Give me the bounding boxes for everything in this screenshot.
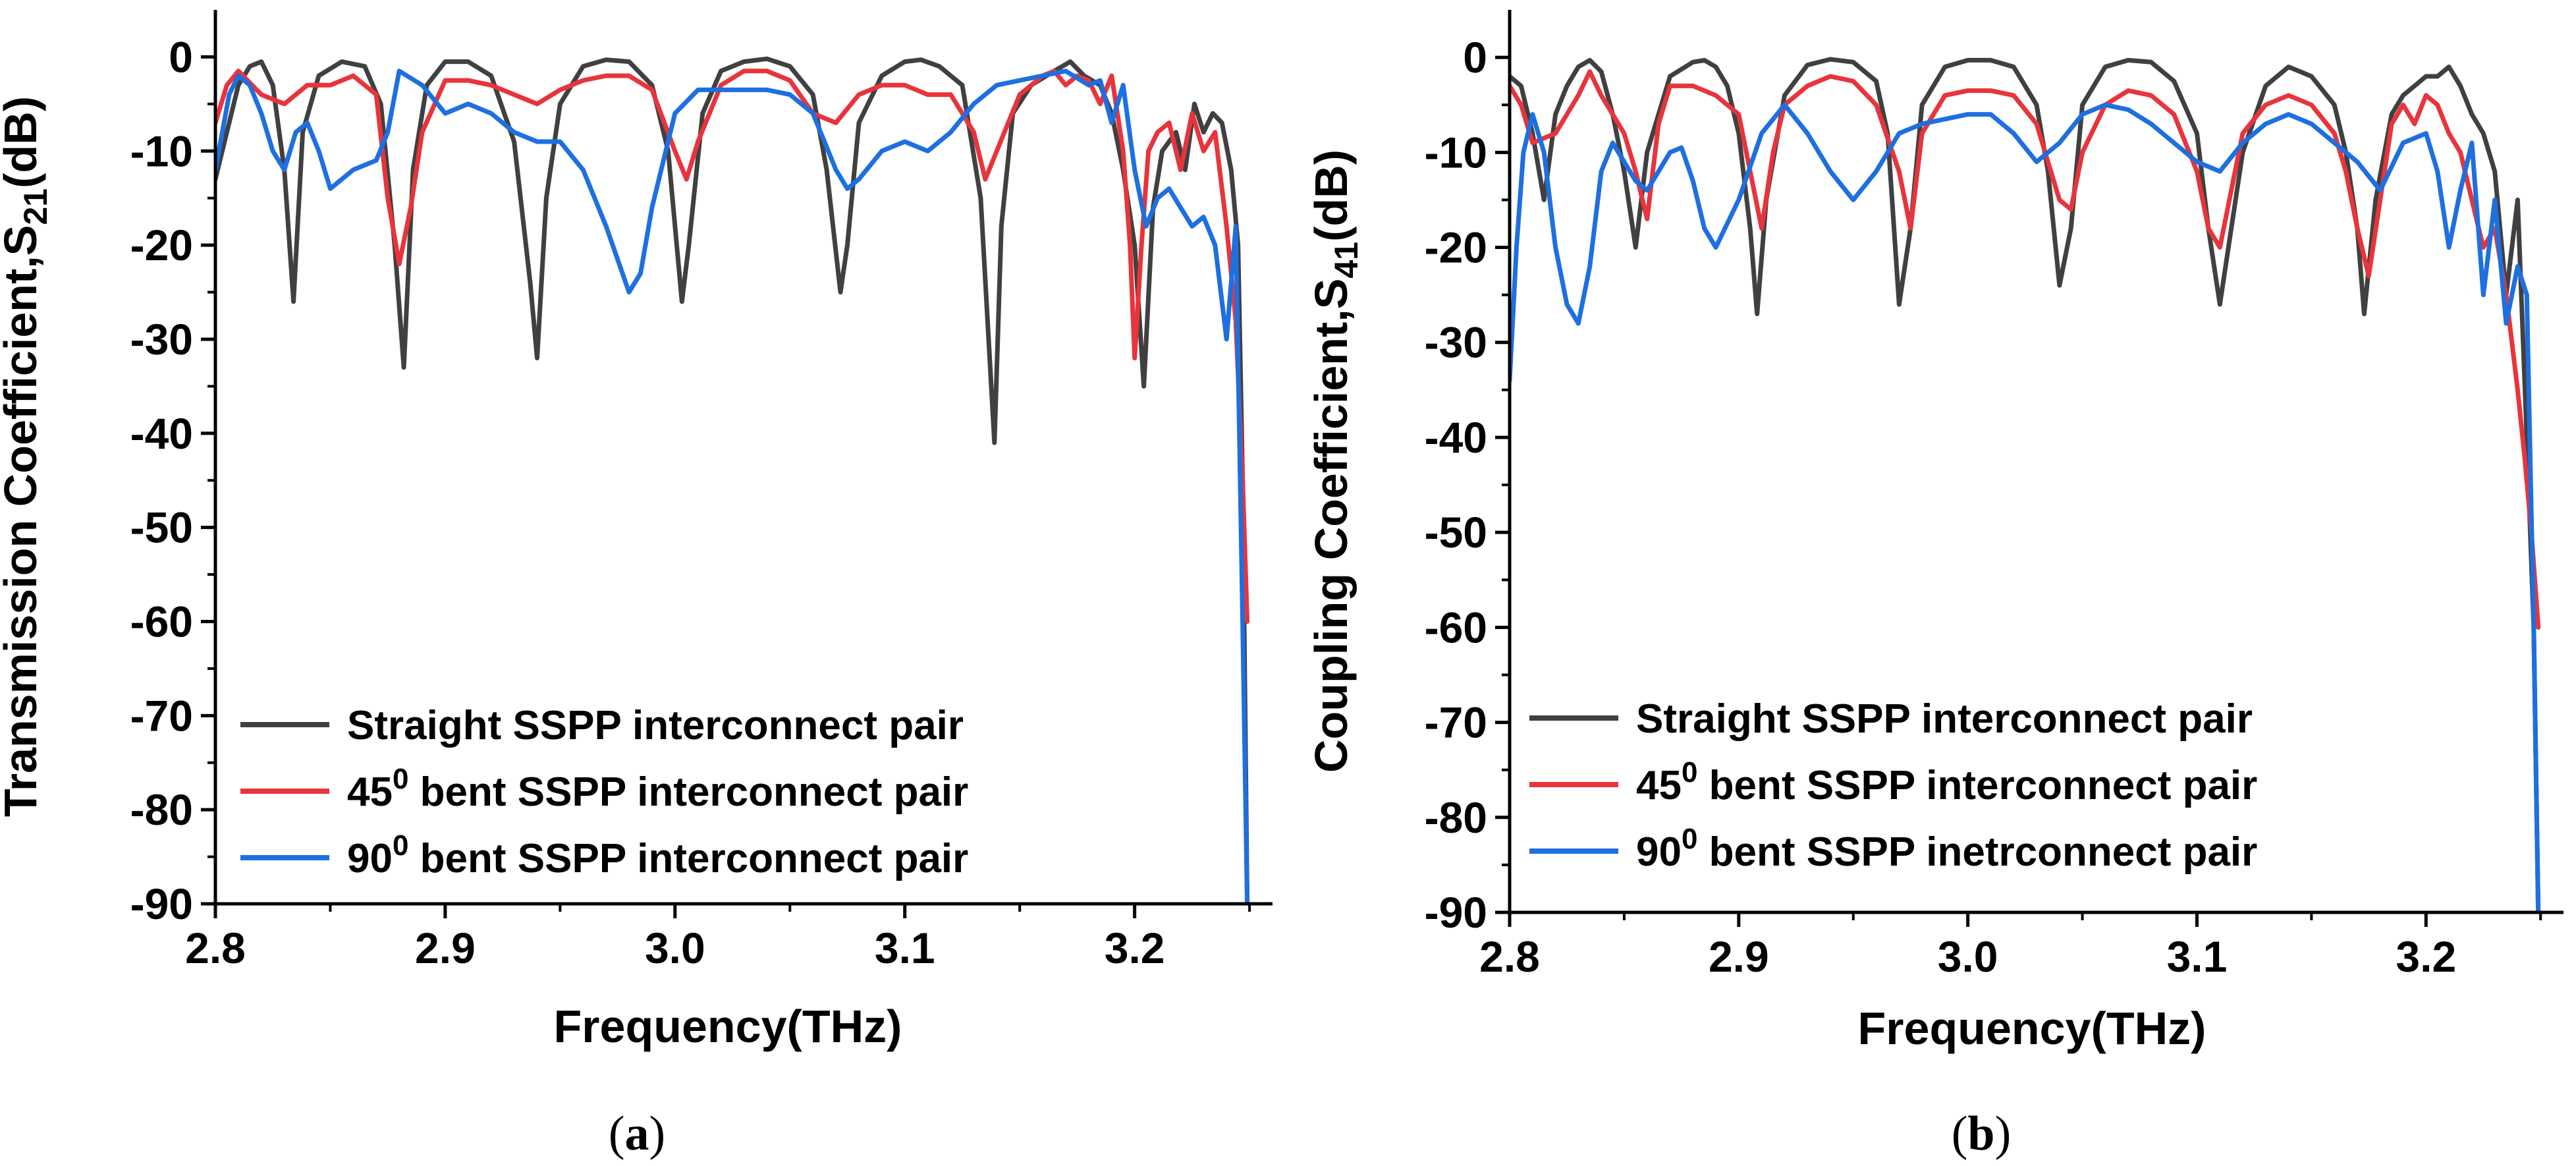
y-tick-label: 0 [1463,33,1487,82]
y-tick-label: -20 [130,221,193,269]
y-tick-label: -40 [130,409,193,458]
y-tick-label: -20 [1425,223,1487,272]
series-line-1 [1510,69,2541,630]
y-tick-label: -90 [130,879,193,928]
series-line-2 [215,69,1250,904]
x-tick-label: 3.2 [2396,932,2456,981]
legend-label-2: 900 bent SSPP inetrconnect pair [1636,823,2257,875]
y-tick-label: -80 [130,785,193,834]
series-lines [1510,57,2541,912]
y-tick-label: -10 [1425,128,1487,177]
x-tick-label: 3.2 [1105,924,1165,972]
y-axis-title: Coupling Coefficient,S41(dB) [1305,150,1365,773]
x-tick-label: 2.8 [185,924,246,972]
y-tick-label: -40 [1425,413,1487,462]
panel-label: (a) [609,1107,665,1161]
y-tick-label: 0 [169,32,193,81]
x-tick-label: 2.9 [1709,932,1769,981]
y-tick-label: -70 [1425,698,1487,747]
series-line-2 [1510,102,2541,912]
y-tick-label: -30 [130,315,193,364]
x-tick-label: 3.1 [875,924,935,972]
x-axis-title: Frequency(THz) [554,1001,902,1052]
legend-label-1: 450 bent SSPP interconnect pair [347,763,968,815]
legend-label-1: 450 bent SSPP interconnect pair [1636,756,2257,808]
x-tick-label: 2.8 [1479,932,1540,981]
y-tick-label: -50 [1425,508,1487,557]
y-axis-title: Transmission Coefficient,S21(dB) [0,96,54,817]
series-line-1 [215,69,1250,624]
series-line-0 [1510,57,2541,912]
y-tick-label: -60 [130,597,193,646]
y-tick-label: -50 [130,503,193,552]
y-tick-label: -70 [130,691,193,740]
panel-label: (b) [1952,1107,2011,1161]
y-tick-label: -80 [1425,793,1487,842]
x-tick-label: 3.0 [645,924,705,972]
legend-label-0: Straight SSPP interconnect pair [1636,696,2253,742]
legend: Straight SSPP interconnect pair 450 bent … [1529,696,2257,875]
y-tick-label: -10 [130,126,193,175]
legend-label-2: 900 bent SSPP interconnect pair [347,829,968,881]
y-tick-label: -90 [1425,888,1487,937]
x-tick-label: 2.9 [415,924,476,972]
x-axis-title: Frequency(THz) [1858,1003,2206,1054]
series-lines [215,56,1250,904]
y-tick-label: -30 [1425,318,1487,367]
y-tick-label: -60 [1425,603,1487,652]
x-tick-label: 3.0 [1938,932,1998,981]
legend-label-0: Straight SSPP interconnect pair [347,703,964,748]
legend: Straight SSPP interconnect pair 450 bent … [240,703,968,881]
chart-panel-b: 0 -10 -20 -30 -40 -50 -60 -70 -80 -902.8 2.9 3.0 3.1… [1305,10,2563,1161]
x-tick-label: 3.1 [2167,932,2228,981]
chart-panel-a: 0 -10 -20 -30 -40 -50 -60 -70 -80 -902.8 2.9 3.0 3.1… [0,10,1273,1161]
